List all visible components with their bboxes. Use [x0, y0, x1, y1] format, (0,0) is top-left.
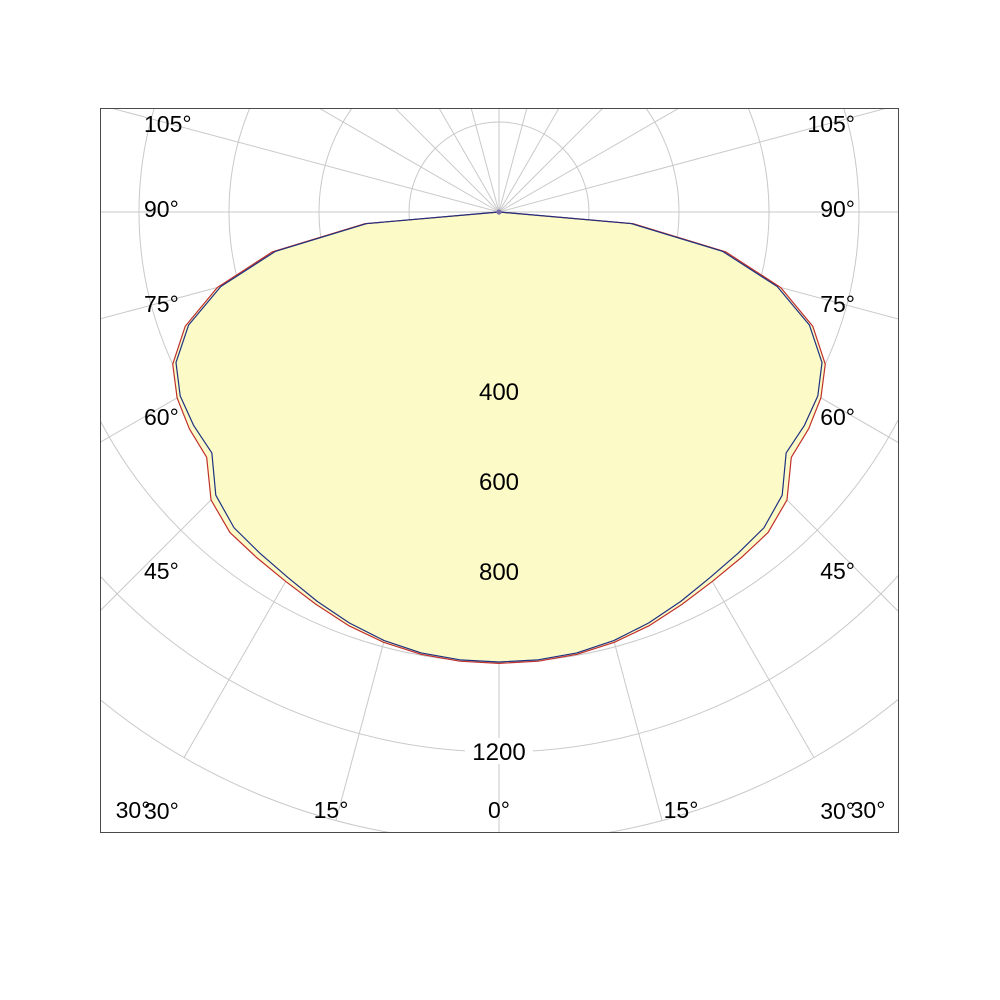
svg-text:600: 600: [479, 469, 519, 496]
angle-tick-labels: 105° 105°90° 90°75° 75°60° 60°45° 45°30° 30°30…: [116, 111, 886, 824]
origin-point-icon: [496, 209, 502, 215]
svg-text:105°: 105°: [144, 111, 192, 137]
svg-text:30°: 30°: [144, 798, 179, 824]
svg-text:400: 400: [479, 379, 519, 406]
svg-text:45°: 45°: [820, 558, 855, 584]
svg-text:1200: 1200: [472, 739, 525, 766]
svg-text:60°: 60°: [820, 404, 855, 430]
svg-text:30°: 30°: [851, 797, 886, 823]
svg-text:60°: 60°: [144, 404, 179, 430]
svg-text:15°: 15°: [314, 797, 349, 823]
svg-text:30°: 30°: [820, 798, 855, 824]
distribution-fill-area: [172, 212, 826, 664]
svg-text:90°: 90°: [820, 196, 855, 222]
svg-text:45°: 45°: [144, 558, 179, 584]
distribution-curves: [172, 211, 826, 664]
svg-text:75°: 75°: [820, 291, 855, 317]
chart-footer: cd/klm η = 100% C0 - C180 C90 - C270: [0, 836, 1000, 926]
svg-text:75°: 75°: [144, 291, 179, 317]
svg-text:105°: 105°: [807, 111, 855, 137]
svg-text:90°: 90°: [144, 196, 179, 222]
radial-tick-labels: 400 600 800 1200: [465, 379, 533, 766]
svg-text:800: 800: [479, 559, 519, 586]
svg-text:30°: 30°: [116, 797, 151, 823]
svg-text:0°: 0°: [488, 797, 510, 823]
svg-text:15°: 15°: [664, 797, 699, 823]
